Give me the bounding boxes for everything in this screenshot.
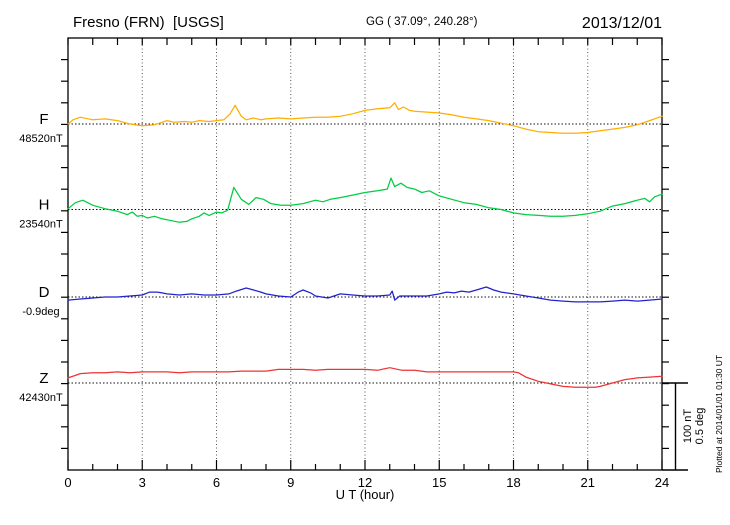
series-letter-F: F (39, 111, 48, 128)
trace-H (67, 177, 663, 223)
x-axis-title: U T (hour) (336, 487, 395, 502)
series-baseline-value-F: 48520nT (19, 133, 63, 145)
trace-F (67, 102, 663, 134)
series-letter-D: D (39, 284, 50, 301)
x-tick-label: 21 (581, 475, 595, 490)
plot-frame (67, 37, 663, 471)
trace-Z (67, 367, 663, 388)
trace-D (67, 286, 663, 303)
plot-content: F 48520nT H 23540nT D -0.9deg Z 42430nT 0 3 6 9 12 15… (19, 37, 688, 490)
x-tick-label: 6 (213, 475, 220, 490)
x-tick-label: 9 (287, 475, 294, 490)
x-tick-label: 24 (655, 475, 669, 490)
x-tick-label: 3 (139, 475, 146, 490)
date-label: 2013/12/01 (582, 15, 662, 32)
station-title: Fresno (FRN) [USGS] (73, 14, 224, 31)
scale-bar-label-nt: 100 nT (682, 409, 694, 444)
plotted-at-note: Plotted at 2014/01/01 01:30 UT (714, 355, 724, 473)
x-tick-label: 15 (432, 475, 446, 490)
coordinates-label: GG ( 37.09°, 240.28°) (366, 16, 478, 28)
x-tick-label: 12 (358, 475, 372, 490)
series-baseline-value-Z: 42430nT (19, 392, 63, 404)
series-baseline-value-D: -0.9deg (22, 306, 59, 318)
series-letter-H: H (39, 197, 50, 214)
series-baseline-value-H: 23540nT (19, 219, 63, 231)
scale-bar-label-deg: 0.5 deg (694, 408, 706, 445)
series-letter-Z: Z (39, 370, 48, 387)
x-tick-label: 18 (506, 475, 520, 490)
x-tick-label: 0 (64, 475, 71, 490)
